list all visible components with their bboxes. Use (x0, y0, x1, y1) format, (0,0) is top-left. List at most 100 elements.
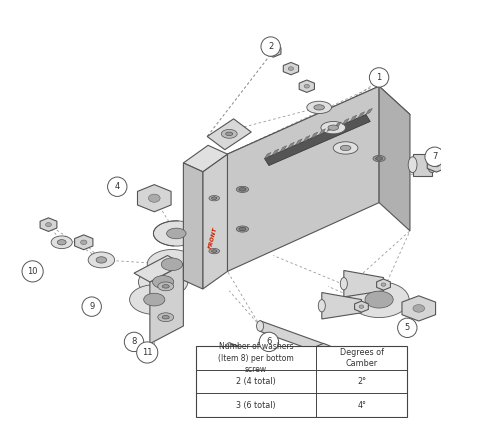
Polygon shape (334, 122, 341, 128)
Polygon shape (299, 80, 314, 92)
Ellipse shape (148, 194, 160, 202)
Ellipse shape (162, 315, 170, 319)
Text: 7: 7 (432, 152, 438, 161)
Polygon shape (284, 63, 298, 75)
Text: Number of washers
(Item 8) per bottom
screw: Number of washers (Item 8) per bottom sc… (218, 342, 294, 374)
Ellipse shape (166, 228, 186, 239)
Ellipse shape (359, 305, 364, 308)
Ellipse shape (236, 186, 248, 192)
Ellipse shape (58, 240, 66, 245)
Circle shape (398, 318, 417, 337)
Polygon shape (138, 185, 171, 212)
Ellipse shape (239, 188, 246, 191)
Polygon shape (379, 86, 410, 231)
Polygon shape (184, 163, 203, 289)
Polygon shape (207, 119, 252, 150)
Polygon shape (228, 86, 410, 183)
Text: 1: 1 (376, 73, 382, 82)
Polygon shape (350, 115, 357, 121)
Polygon shape (304, 135, 310, 142)
Polygon shape (272, 149, 279, 155)
Ellipse shape (88, 252, 115, 268)
Ellipse shape (51, 236, 72, 249)
Ellipse shape (428, 157, 436, 173)
Polygon shape (296, 139, 302, 145)
Ellipse shape (365, 291, 393, 308)
Ellipse shape (46, 222, 52, 227)
Circle shape (261, 37, 280, 56)
Circle shape (82, 297, 102, 316)
Ellipse shape (318, 300, 326, 312)
Ellipse shape (321, 122, 345, 134)
Ellipse shape (321, 347, 326, 351)
Ellipse shape (239, 227, 246, 231)
Text: Degrees of
Camber: Degrees of Camber (340, 348, 384, 368)
Polygon shape (203, 154, 228, 289)
Text: 3 (6 total): 3 (6 total) (236, 400, 276, 409)
Ellipse shape (413, 305, 424, 312)
Ellipse shape (96, 257, 106, 263)
Ellipse shape (130, 285, 179, 314)
Circle shape (124, 332, 144, 352)
Polygon shape (260, 321, 324, 354)
Circle shape (108, 177, 127, 196)
Circle shape (425, 147, 444, 166)
Ellipse shape (162, 285, 170, 288)
Circle shape (370, 68, 389, 87)
Ellipse shape (154, 221, 199, 246)
Polygon shape (228, 86, 379, 271)
Ellipse shape (433, 163, 440, 167)
Ellipse shape (226, 343, 232, 353)
Ellipse shape (304, 84, 310, 88)
Polygon shape (264, 115, 370, 166)
Ellipse shape (144, 293, 165, 306)
Polygon shape (354, 301, 368, 312)
Ellipse shape (236, 226, 248, 232)
Ellipse shape (162, 258, 182, 271)
Circle shape (497, 308, 500, 327)
Polygon shape (229, 343, 292, 376)
Ellipse shape (209, 195, 220, 201)
Polygon shape (74, 235, 93, 250)
Text: 2 (4 total): 2 (4 total) (236, 377, 276, 386)
Ellipse shape (222, 130, 237, 138)
Polygon shape (327, 125, 334, 131)
Text: 2: 2 (268, 42, 274, 51)
Ellipse shape (314, 105, 324, 110)
Ellipse shape (408, 157, 417, 173)
Text: 4°: 4° (358, 400, 366, 409)
Polygon shape (412, 154, 432, 176)
Polygon shape (134, 255, 184, 282)
Ellipse shape (328, 125, 338, 130)
Ellipse shape (212, 197, 217, 199)
Polygon shape (376, 279, 390, 290)
Text: FRONT: FRONT (208, 226, 218, 250)
Polygon shape (288, 142, 294, 148)
Text: 9: 9 (89, 302, 94, 311)
Polygon shape (280, 146, 286, 152)
Polygon shape (322, 293, 362, 319)
Polygon shape (266, 45, 281, 57)
Text: 8: 8 (132, 337, 136, 346)
Polygon shape (184, 145, 228, 172)
Text: 2°: 2° (358, 377, 366, 386)
Ellipse shape (158, 282, 174, 291)
Polygon shape (342, 119, 349, 125)
Ellipse shape (334, 142, 358, 154)
Polygon shape (264, 152, 271, 159)
Ellipse shape (373, 155, 386, 162)
Ellipse shape (381, 283, 386, 286)
Polygon shape (286, 365, 300, 377)
Polygon shape (316, 343, 330, 354)
Polygon shape (366, 108, 372, 115)
Polygon shape (150, 264, 184, 344)
Text: 4: 4 (114, 182, 120, 191)
Text: 6: 6 (266, 337, 272, 346)
Polygon shape (40, 218, 57, 231)
Polygon shape (358, 112, 364, 118)
Bar (196, 346, 408, 417)
Polygon shape (312, 132, 318, 138)
Polygon shape (427, 157, 446, 172)
Polygon shape (344, 270, 384, 297)
Circle shape (22, 261, 43, 282)
